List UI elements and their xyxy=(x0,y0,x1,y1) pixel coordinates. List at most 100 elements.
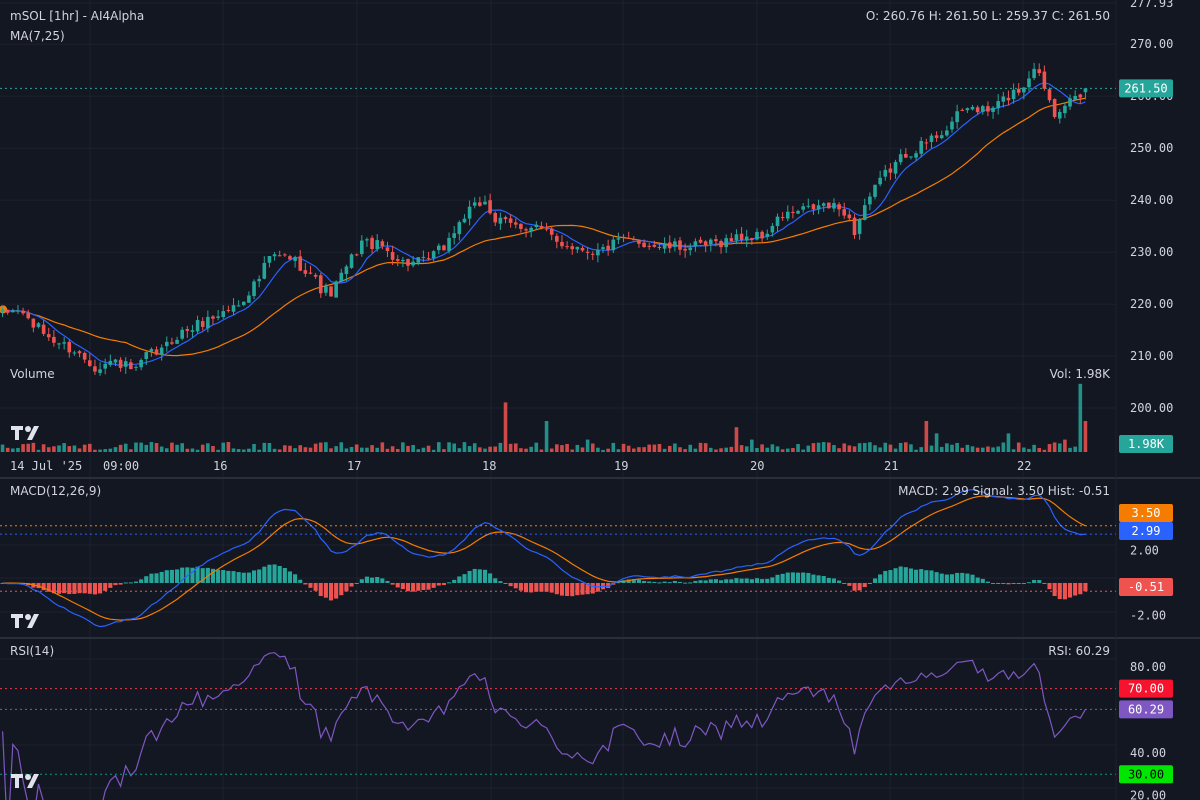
volume-bar xyxy=(939,446,944,452)
candle-body xyxy=(467,206,472,219)
candle-body xyxy=(283,254,287,256)
volume-bar xyxy=(103,449,108,452)
candle-body xyxy=(852,217,857,236)
macd-histogram-bar xyxy=(667,582,672,584)
macd-histogram-bar xyxy=(647,581,652,583)
macd-histogram-bar xyxy=(154,573,159,583)
ma-indicator-label[interactable]: MA(7,25) xyxy=(10,29,65,43)
macd-label[interactable]: MACD(12,26,9) xyxy=(10,484,102,498)
candle-body xyxy=(113,359,118,363)
candle-body xyxy=(46,334,51,338)
volume-bar xyxy=(370,445,374,452)
candle-body xyxy=(529,227,533,232)
candle-body xyxy=(821,203,826,206)
macd-histogram-bar xyxy=(1021,582,1026,584)
macd-histogram-bar xyxy=(744,578,749,583)
macd-signal-badge-bg xyxy=(1119,504,1173,522)
volume-bar xyxy=(62,443,66,452)
macd-histogram-bar xyxy=(82,582,87,594)
candle-body xyxy=(939,135,944,139)
candle-body xyxy=(257,278,261,282)
volume-bar xyxy=(909,444,913,452)
volume-bar xyxy=(847,445,852,452)
candle-body xyxy=(488,200,492,214)
volume-bar xyxy=(93,449,97,452)
volume-bar xyxy=(442,449,446,452)
candle-body xyxy=(67,341,72,353)
macd-histogram-bar xyxy=(739,578,744,583)
macd-histogram-bar xyxy=(549,582,554,593)
volume-bar xyxy=(324,442,328,452)
macd-histogram-bar xyxy=(416,582,421,591)
macd-histogram-bar xyxy=(944,574,949,583)
macd-histogram-bar xyxy=(77,582,82,594)
candle-body xyxy=(303,270,308,274)
macd-histogram-bar xyxy=(144,576,149,583)
candle-body xyxy=(785,211,790,219)
volume-bar xyxy=(21,444,25,452)
candle-body xyxy=(606,245,610,251)
volume-bar xyxy=(688,444,693,452)
price-axis: 277.93270.00260.00250.00240.00230.00220.… xyxy=(10,0,1173,800)
candle-body xyxy=(1073,96,1077,100)
macd-histogram-bar xyxy=(734,578,739,583)
volume-bar xyxy=(144,444,149,452)
macd-histogram-bar xyxy=(529,582,534,593)
volume-bar xyxy=(375,447,380,452)
volume-bar xyxy=(508,443,513,452)
candle-body xyxy=(652,244,657,247)
volume-bar xyxy=(1027,448,1031,452)
macd-histogram-bar xyxy=(924,570,929,583)
macd-value: MACD: 2.99 Signal: 3.50 Hist: -0.51 xyxy=(898,484,1110,498)
macd-value-badge-bg xyxy=(1119,522,1173,540)
candle-body xyxy=(637,240,641,244)
macd-histogram-bar xyxy=(867,582,872,584)
candle-body xyxy=(524,229,528,231)
volume-bar xyxy=(1057,443,1062,452)
time-tick-label: 17 xyxy=(347,459,361,473)
volume-bar xyxy=(108,448,113,452)
price-tick-label: 277.93 xyxy=(1130,0,1173,10)
rsi-label[interactable]: RSI(14) xyxy=(10,644,55,658)
volume-badge: 1.98K xyxy=(1128,437,1165,451)
volume-bar xyxy=(298,445,303,452)
candle-body xyxy=(493,212,498,223)
candle-body xyxy=(503,217,508,220)
macd-histogram-bar xyxy=(985,581,990,583)
volume-bar xyxy=(421,447,426,452)
candle-body xyxy=(98,369,102,373)
volume-bar xyxy=(175,444,179,452)
candle-body xyxy=(960,109,965,111)
candle-body xyxy=(31,318,36,328)
macd-histogram-bar xyxy=(1073,582,1078,596)
candle-body xyxy=(462,218,467,223)
macd-histogram-bar xyxy=(518,582,523,591)
candle-body xyxy=(632,239,636,241)
volume-bar xyxy=(164,448,169,452)
volume-bar xyxy=(611,442,616,452)
volume-bar xyxy=(590,443,595,452)
volume-bar xyxy=(149,442,154,452)
macd-histogram-bar xyxy=(1026,582,1032,584)
volume-bar xyxy=(1063,439,1067,452)
volume-bar xyxy=(529,446,533,452)
volume-label[interactable]: Volume xyxy=(10,367,55,381)
volume-bar xyxy=(365,447,369,452)
macd-histogram-bar xyxy=(380,578,385,583)
macd-histogram-bar xyxy=(344,582,349,592)
candle-body xyxy=(118,359,123,368)
macd-histogram-bar xyxy=(318,582,323,597)
volume-bar xyxy=(960,447,965,452)
candle-body xyxy=(519,223,523,229)
volume-bar xyxy=(683,449,687,452)
volume-bar xyxy=(308,447,313,452)
candle-body xyxy=(483,201,487,205)
volume-bar xyxy=(277,449,282,452)
macd-histogram-bar xyxy=(1047,582,1052,590)
candle-body xyxy=(134,366,138,368)
volume-bar xyxy=(883,442,888,452)
volume-bar xyxy=(970,446,975,452)
candle-body xyxy=(970,106,975,110)
macd-histogram-bar xyxy=(395,582,400,588)
